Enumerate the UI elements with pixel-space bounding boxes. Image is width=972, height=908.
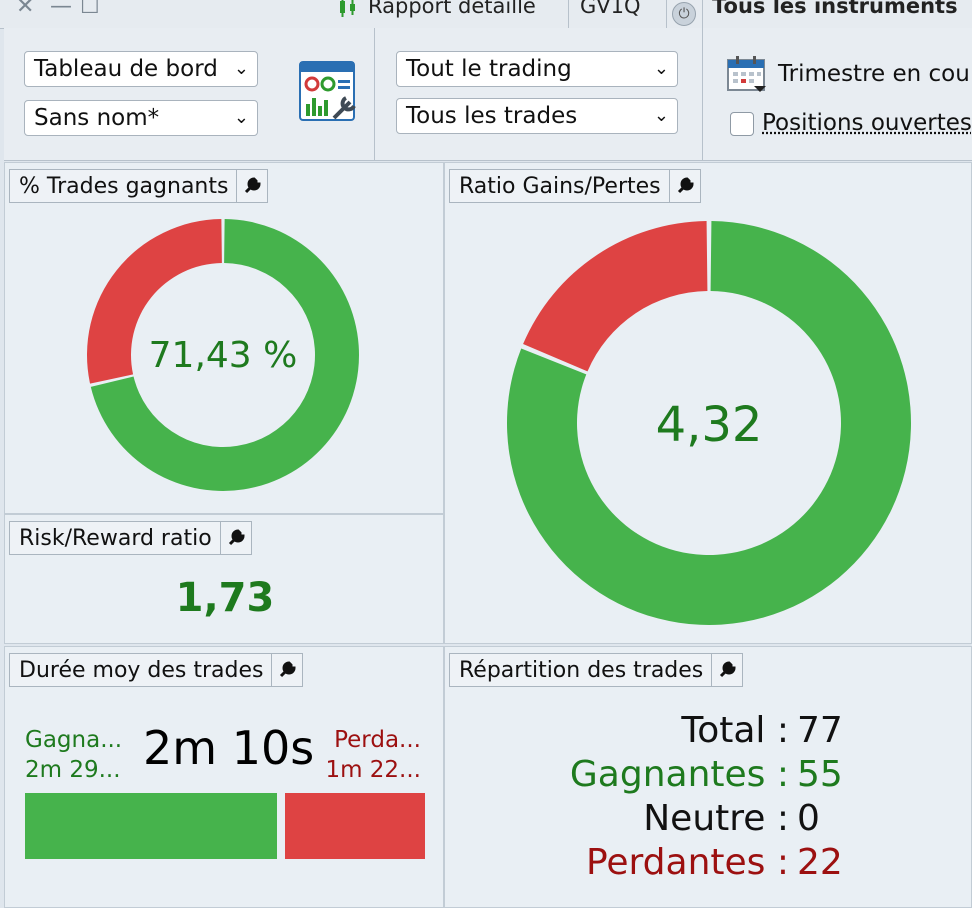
total-label: Total : (445, 709, 797, 753)
panel-title-distribution: Répartition des trades (449, 653, 743, 687)
duration-loss-bar (285, 793, 425, 859)
distribution-title: Répartition des trades (450, 658, 711, 683)
window-titlebar: ✕ — ☐ Rapport détaillé GV1Q ⏻ Tous les i… (0, 0, 972, 29)
tab-report[interactable]: Rapport détaillé (334, 0, 536, 19)
maximize-icon[interactable]: ☐ (80, 0, 100, 19)
dashboard-settings-icon[interactable] (298, 60, 360, 126)
distribution-total: Total : 77 (445, 709, 972, 753)
duration-win-label: Gagna... (25, 725, 122, 755)
distribution-neutral: Neutre : 0 (445, 797, 972, 841)
risk-value: 1,73 (5, 575, 445, 621)
tab-report-label: Rapport détaillé (368, 0, 536, 18)
power-icon[interactable]: ⏻ (672, 2, 696, 26)
toolbar: Tableau de bord ⌄ Sans nom* ⌄ Tout le tr… (4, 28, 972, 161)
open-positions-checkbox[interactable] (730, 112, 754, 136)
name-select[interactable]: Sans nom* ⌄ (24, 100, 258, 136)
trades-select-value: Tous les trades (406, 103, 577, 129)
wrench-icon[interactable] (271, 654, 302, 686)
ratio-value: 4,32 (505, 397, 913, 453)
distribution-list: Total : 77 Gagnantes : 55 Neutre : 0 Per… (445, 709, 972, 885)
wrench-icon[interactable] (220, 522, 251, 554)
loss-value: 22 (797, 841, 843, 885)
panel-title-winning: % Trades gagnants (9, 169, 268, 203)
calendar-icon[interactable] (726, 56, 768, 94)
duration-avg: 2m 10s (143, 721, 314, 775)
duration-win: Gagna... 2m 29... (25, 725, 122, 785)
panel-title-duration: Durée moy des trades (9, 653, 303, 687)
chevron-down-icon: ⌄ (234, 101, 249, 135)
ratio-donut-red (523, 221, 707, 371)
duration-loss-value: 1m 22... (325, 755, 421, 785)
neutral-value: 0 (797, 797, 820, 841)
win-label: Gagnantes : (445, 753, 797, 797)
chevron-down-icon: ⌄ (654, 52, 669, 86)
trade-distribution-panel: Répartition des trades Total : 77 Gagnan… (444, 646, 972, 908)
trades-select[interactable]: Tous les trades ⌄ (396, 98, 678, 134)
wrench-icon[interactable] (669, 170, 700, 202)
winning-trades-panel: % Trades gagnants 71,43 % (4, 162, 444, 514)
duration-loss-label: Perda... (325, 725, 421, 755)
win-value: 55 (797, 753, 843, 797)
duration-win-value: 2m 29... (25, 755, 122, 785)
avg-duration-panel: Durée moy des trades Gagna... 2m 29... 2… (4, 646, 444, 908)
panel-title-risk: Risk/Reward ratio (9, 521, 252, 555)
distribution-win: Gagnantes : 55 (445, 753, 972, 797)
risk-reward-panel: Risk/Reward ratio 1,73 (4, 514, 444, 644)
candlestick-icon (334, 0, 362, 19)
dashboard-select-value: Tableau de bord (34, 56, 218, 82)
tab-gv1q[interactable]: GV1Q (580, 0, 641, 18)
duration-win-bar (25, 793, 277, 859)
close-icon[interactable]: ✕ (16, 0, 34, 19)
open-positions-label[interactable]: Positions ouvertes (762, 110, 972, 136)
panel-title-ratio: Ratio Gains/Pertes (449, 169, 701, 203)
gain-loss-ratio-panel: Ratio Gains/Pertes 4,32 (444, 162, 972, 644)
distribution-loss: Perdantes : 22 (445, 841, 972, 885)
dashboard-select[interactable]: Tableau de bord ⌄ (24, 51, 258, 87)
loss-label: Perdantes : (445, 841, 797, 885)
risk-title: Risk/Reward ratio (10, 526, 220, 551)
chevron-down-icon: ⌄ (654, 99, 669, 133)
period-label[interactable]: Trimestre en cou (778, 61, 970, 87)
trading-select-value: Tout le trading (406, 56, 572, 82)
total-value: 77 (797, 709, 843, 753)
duration-title: Durée moy des trades (10, 658, 271, 683)
neutral-label: Neutre : (445, 797, 797, 841)
winning-title: % Trades gagnants (10, 174, 236, 199)
ratio-title: Ratio Gains/Pertes (450, 174, 669, 199)
duration-loss: Perda... 1m 22... (325, 725, 421, 785)
minimize-icon[interactable]: — (50, 0, 72, 19)
chevron-down-icon: ⌄ (234, 52, 249, 86)
name-select-value: Sans nom* (34, 105, 159, 131)
tab-instruments[interactable]: Tous les instruments (712, 0, 958, 18)
trading-select[interactable]: Tout le trading ⌄ (396, 51, 678, 87)
wrench-icon[interactable] (236, 170, 267, 202)
winning-value: 71,43 % (83, 335, 363, 376)
wrench-icon[interactable] (711, 654, 742, 686)
